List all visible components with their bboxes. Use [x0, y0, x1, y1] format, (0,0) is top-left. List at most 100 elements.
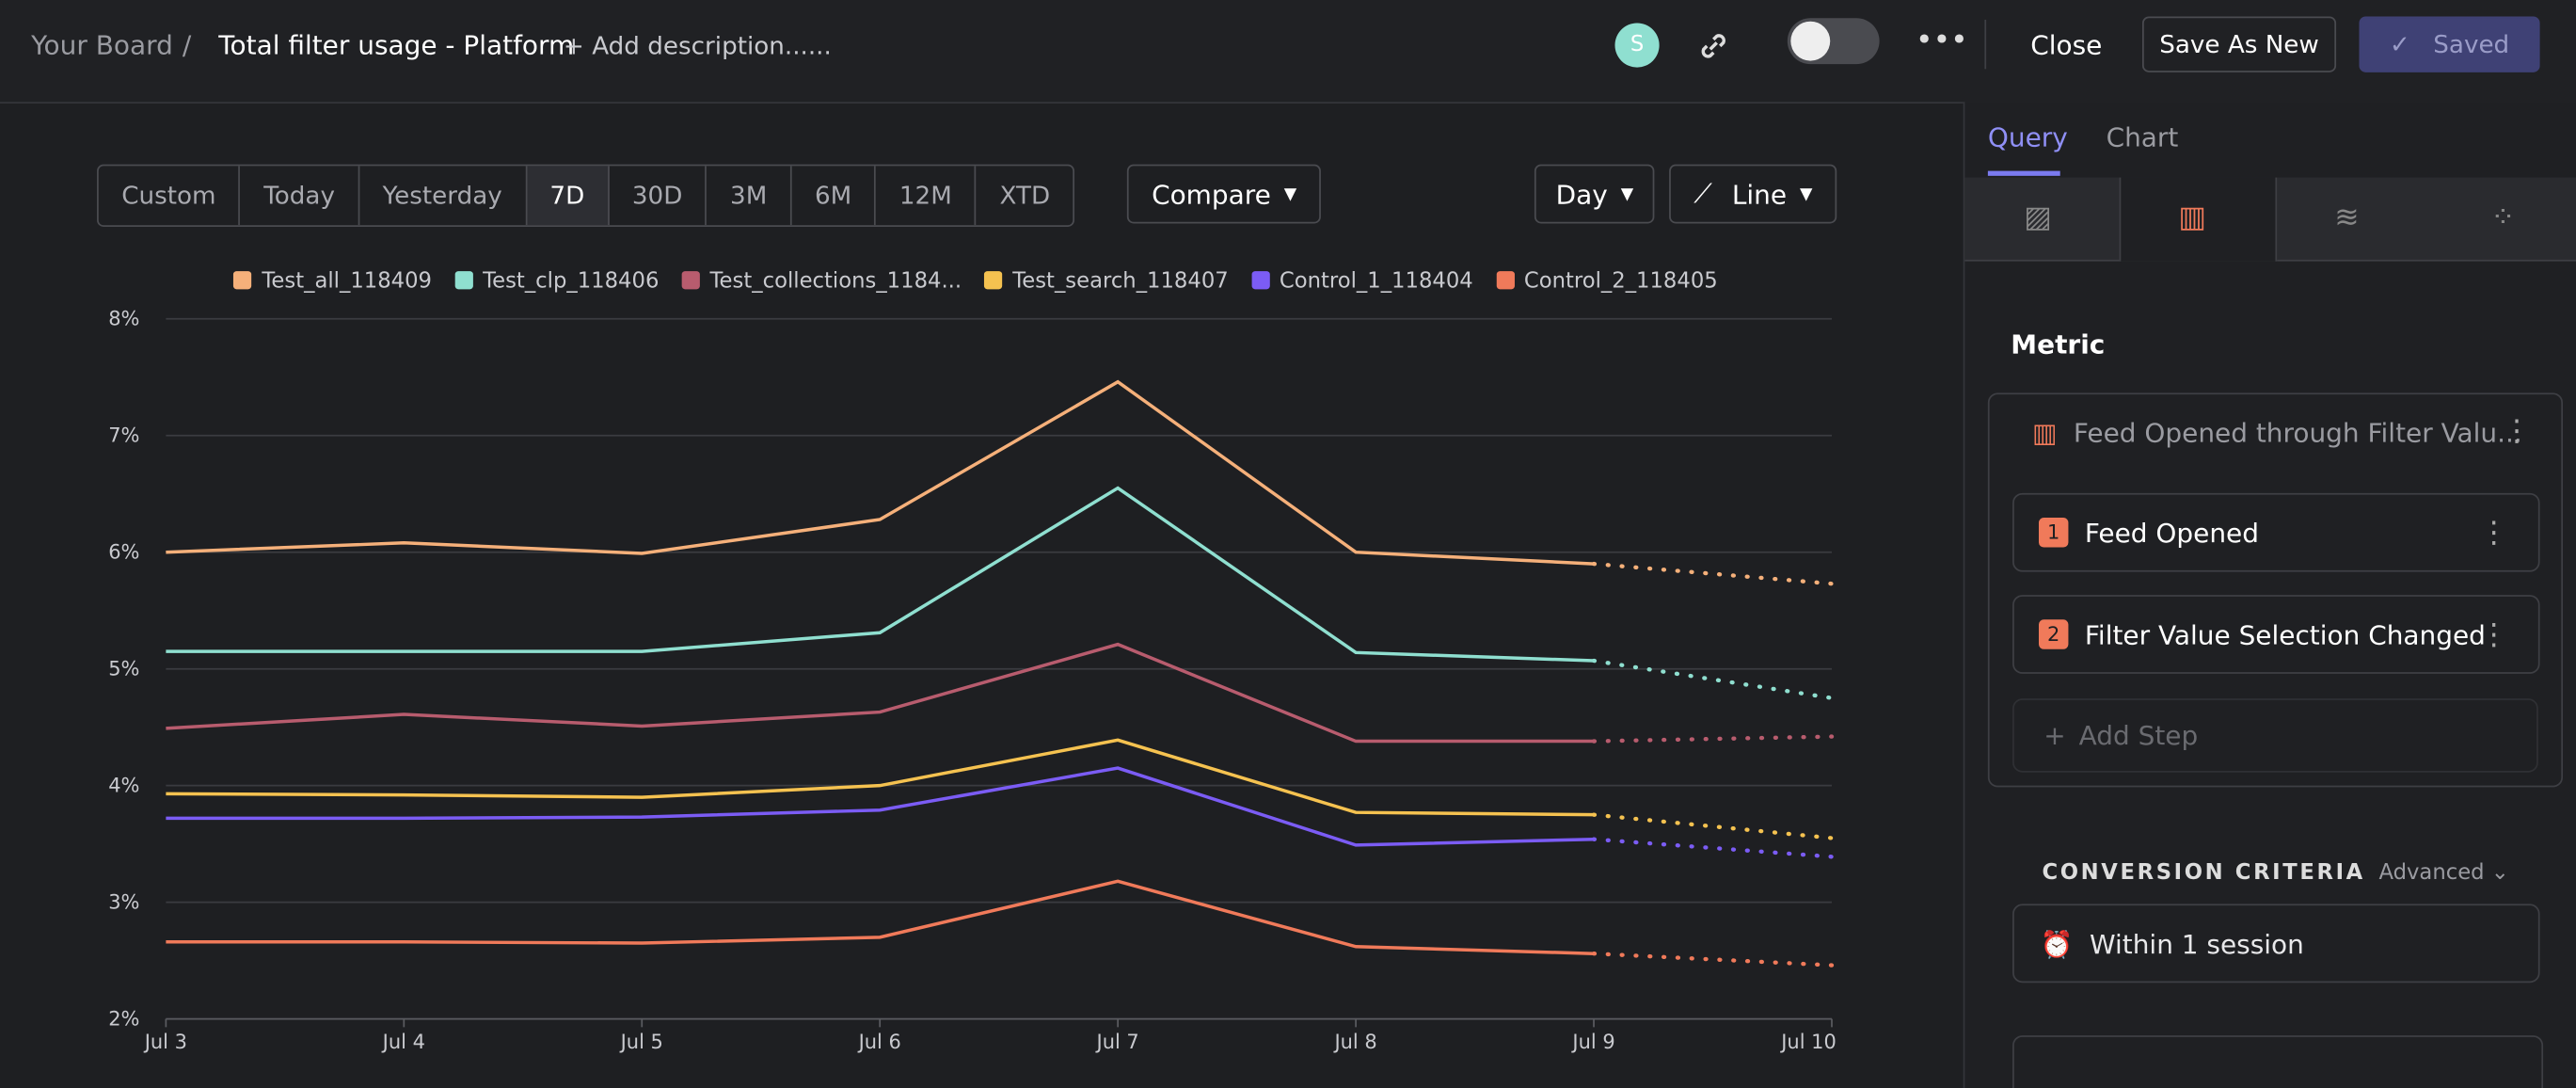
step-number: 1: [2038, 518, 2069, 548]
criteria-card[interactable]: ⏰ Within 1 session: [2012, 904, 2540, 984]
legend-swatch: [233, 271, 252, 290]
series-projection: [1591, 561, 1835, 586]
y-tick-label: 3%: [108, 891, 139, 914]
series-projection: [1591, 812, 1835, 840]
title[interactable]: Total filter usage - Platform: [218, 29, 575, 61]
next-card: [2012, 1035, 2544, 1088]
compare-button[interactable]: Compare ▼: [1126, 164, 1322, 224]
range-option[interactable]: Today: [241, 166, 360, 226]
range-option[interactable]: 30D: [609, 166, 708, 226]
y-tick-label: 4%: [108, 775, 139, 797]
step-card[interactable]: 1 Feed Opened ⋮: [2012, 492, 2540, 572]
series-line: [166, 879, 1595, 955]
x-tick-label: Jul 5: [619, 1031, 663, 1053]
interval-button[interactable]: Day ▼: [1534, 164, 1655, 224]
legend-label: Test_collections_1184...: [709, 269, 962, 295]
series-projection: [1591, 837, 1835, 859]
description[interactable]: + Add description......: [563, 31, 832, 61]
link-icon[interactable]: [1695, 28, 1731, 64]
legend-item[interactable]: Control_1_118404: [1251, 269, 1473, 295]
x-tick-label: Jul 9: [1570, 1031, 1614, 1053]
step-card[interactable]: 2 Filter Value Selection Changed ⋮: [2012, 595, 2540, 674]
series-projection: [1591, 952, 1835, 968]
step-menu[interactable]: ⋮: [2478, 616, 2509, 652]
step-label: Filter Value Selection Changed: [2084, 618, 2486, 650]
side-panel: Query Chart ▨ ▥ ≋ ⁘ Metric ▥ Feed Opened …: [1963, 102, 2576, 1088]
top-bar: Your Board / Total filter usage - Platfo…: [0, 0, 2576, 104]
chart-kind-label: Line: [1731, 178, 1788, 210]
chart: 2% 3% 4% 5% 6% 7% 8% Jul 3 Jul 4 Jul 5 Jul 6 Jul 7 J…: [108, 308, 1837, 1053]
y-tick-label: 5%: [108, 658, 139, 680]
toggle[interactable]: [1787, 18, 1880, 65]
series-line: [166, 486, 1595, 663]
avatar[interactable]: S: [1614, 23, 1660, 68]
series-projection: [1591, 658, 1835, 700]
metric-card: ▥ Feed Opened through Filter Valu... ⋮: [1987, 392, 2564, 788]
legend-label: Test_search_118407: [1012, 269, 1229, 295]
add-step-label: Add Step: [2078, 719, 2199, 751]
x-tick-label: Jul 3: [143, 1031, 187, 1053]
x-tick-label: Jul 4: [381, 1031, 425, 1053]
divider: [1984, 19, 1987, 70]
close-button[interactable]: Close: [2030, 29, 2103, 61]
series-line: [166, 379, 1595, 566]
legend-item[interactable]: Test_all_118409: [233, 269, 432, 295]
legend: Test_all_118409 Test_clp_118406 Test_colle…: [97, 269, 1854, 295]
y-tick-label: 7%: [108, 424, 139, 447]
criteria-mode[interactable]: Advanced ⌄: [2378, 860, 2509, 887]
y-tick-label: 2%: [108, 1008, 139, 1031]
saved-button[interactable]: ✓ Saved: [2359, 16, 2540, 72]
x-tick-label: Jul 8: [1332, 1031, 1376, 1053]
tab-indicator: [1987, 170, 2060, 176]
legend-label: Control_2_118405: [1523, 269, 1718, 295]
legend-item[interactable]: Test_clp_118406: [454, 269, 660, 295]
metric-name[interactable]: Feed Opened through Filter Valu...: [2073, 417, 2522, 449]
range-option[interactable]: Yesterday: [359, 166, 527, 226]
range-option[interactable]: 3M: [708, 166, 792, 226]
legend-swatch: [984, 271, 1003, 290]
add-step[interactable]: + Add Step: [2012, 698, 2538, 773]
breadcrumb[interactable]: Your Board: [31, 29, 173, 61]
criteria-title: CONVERSION CRITERIA: [2042, 860, 2365, 887]
legend-swatch: [1496, 271, 1515, 290]
tab-chart[interactable]: Chart: [2106, 121, 2179, 153]
legend-swatch: [681, 271, 701, 290]
save-new-button[interactable]: Save As New: [2142, 16, 2337, 72]
series-projection: [1591, 734, 1835, 744]
criteria-label: Within 1 session: [2089, 927, 2304, 959]
x-tick-label: Jul 7: [1095, 1031, 1139, 1053]
check: ✓: [2389, 29, 2410, 59]
legend-item[interactable]: Control_2_118405: [1496, 269, 1718, 295]
series-line: [166, 766, 1595, 847]
legend-swatch: [454, 271, 473, 290]
step-menu[interactable]: ⋮: [2478, 515, 2509, 551]
range-option[interactable]: 6M: [792, 166, 877, 226]
range-option[interactable]: Custom: [99, 166, 241, 226]
x-tick-label: Jul 6: [857, 1031, 901, 1053]
x-tick-label: Jul 10: [1779, 1031, 1837, 1053]
criteria-mode-label: Advanced: [2378, 860, 2485, 887]
range-option[interactable]: XTD: [999, 181, 1051, 211]
section-title: Metric: [2011, 328, 2106, 360]
y-tick-label: 6%: [108, 541, 139, 564]
chart-kind-button[interactable]: ⟋ Line ▼: [1669, 164, 1837, 224]
separator: /: [182, 29, 192, 61]
legend-item[interactable]: Test_collections_1184...: [681, 269, 962, 295]
y-tick-label: 8%: [108, 308, 139, 330]
range-option[interactable]: 12M: [876, 166, 978, 226]
tab-query[interactable]: Query: [1987, 121, 2068, 153]
legend-label: Test_clp_118406: [483, 269, 660, 295]
range-selector: Custom Today Yesterday 7D 30D 3M 6M 12M XTD: [97, 164, 1075, 227]
interval-label: Day: [1555, 178, 1608, 210]
range-option[interactable]: 7D: [526, 166, 610, 226]
more[interactable]: •••: [1916, 23, 1968, 58]
compare-label: Compare: [1152, 178, 1271, 210]
saved-label: Saved: [2433, 29, 2510, 59]
icon-tabs: ▨ ▥ ≋ ⁘: [1964, 177, 2576, 262]
series-line: [166, 642, 1595, 744]
legend-swatch: [1251, 271, 1270, 290]
legend-label: Control_1_118404: [1279, 269, 1473, 295]
legend-item[interactable]: Test_search_118407: [984, 269, 1229, 295]
